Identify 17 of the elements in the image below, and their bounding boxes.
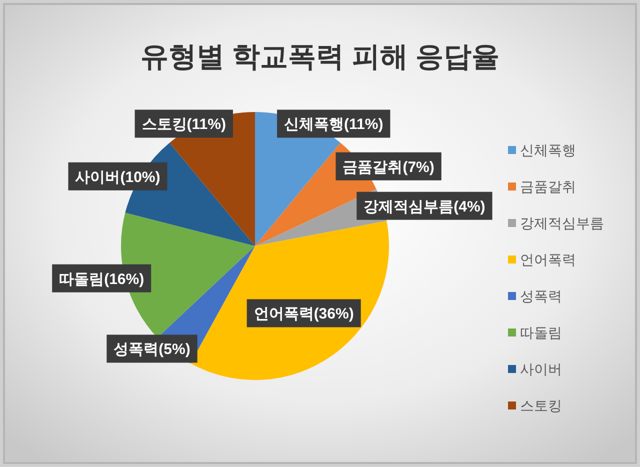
data-label: 언어폭력(36%) [254,306,354,323]
legend-label: 금품갈취 [520,178,576,194]
chart-title: 유형별 학교폭력 피해 응답율 [140,41,500,72]
data-label: 성폭력(5%) [114,341,190,358]
legend-label: 언어폭력 [520,252,576,268]
data-label: 사이버(10%) [75,168,160,186]
legend-label: 강제적심부름 [520,215,604,231]
data-label: 금품갈취(7%) [342,158,434,176]
legend-label: 신체폭행 [520,142,576,158]
data-label: 강제적심부름(4%) [364,198,486,216]
legend-label: 스토킹 [520,398,562,414]
legend-label: 성폭력 [520,288,562,304]
data-label: 스토킹(11%) [142,116,226,134]
data-label: 신체폭행(11%) [284,116,384,134]
data-label: 따돌림(16%) [59,270,144,288]
legend-label: 따돌림 [520,324,562,340]
legend-label: 사이버 [520,361,562,377]
